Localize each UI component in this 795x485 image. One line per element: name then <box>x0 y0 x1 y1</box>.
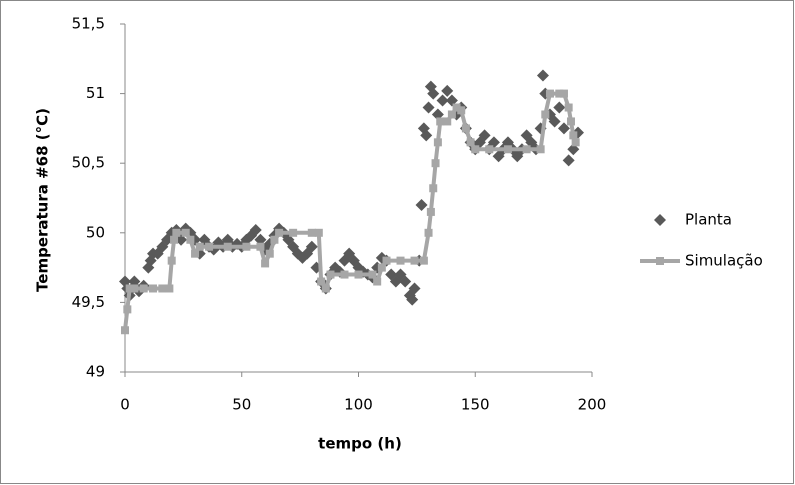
square-marker <box>205 242 214 251</box>
square-marker <box>410 256 419 265</box>
x-tick-label: 0 <box>120 396 130 414</box>
square-marker <box>426 207 435 216</box>
square-marker <box>461 124 470 133</box>
y-tick-label: 50 <box>86 223 105 241</box>
square-marker <box>314 228 323 237</box>
legend-label: Planta <box>685 211 732 229</box>
square-marker <box>340 270 349 279</box>
square-marker <box>571 138 580 147</box>
diamond-marker <box>553 101 566 114</box>
square-marker <box>307 228 316 237</box>
square-marker <box>429 184 438 193</box>
square-marker <box>256 242 265 251</box>
square-marker <box>522 145 531 154</box>
diamond-marker <box>436 94 449 107</box>
square-marker <box>419 256 428 265</box>
square-marker <box>431 159 440 168</box>
square-marker <box>382 256 391 265</box>
square-marker <box>186 235 195 244</box>
square-marker <box>167 256 176 265</box>
square-marker <box>396 256 405 265</box>
x-tick-label: 100 <box>344 396 373 414</box>
square-marker <box>326 270 335 279</box>
square-marker <box>564 103 573 112</box>
legend-label: Simulação <box>685 252 763 270</box>
diamond-marker <box>422 101 435 114</box>
square-marker <box>321 284 330 293</box>
diamond-marker <box>305 240 318 253</box>
square-marker <box>452 103 461 112</box>
square-marker <box>569 131 578 140</box>
square-marker <box>191 249 200 258</box>
square-marker <box>447 110 456 119</box>
diamond-marker <box>249 224 262 237</box>
square-marker <box>130 284 139 293</box>
legend-marker <box>654 214 666 226</box>
square-marker <box>242 242 251 251</box>
x-tick-label: 200 <box>578 396 607 414</box>
square-marker <box>466 138 475 147</box>
diamond-marker <box>441 84 454 97</box>
square-marker <box>195 242 204 251</box>
diamond-marker <box>415 198 428 211</box>
square-marker <box>559 89 568 98</box>
diamond-marker <box>478 129 491 142</box>
square-marker <box>555 89 564 98</box>
diamond-marker <box>562 154 575 167</box>
square-marker <box>265 249 274 258</box>
diamond-marker <box>408 282 421 295</box>
square-marker <box>471 145 480 154</box>
diamond-marker <box>548 115 561 128</box>
square-marker <box>457 106 466 115</box>
x-axis-title: tempo (h) <box>318 435 402 453</box>
diamond-marker <box>406 293 419 306</box>
square-marker <box>181 228 190 237</box>
square-marker <box>566 117 575 126</box>
square-marker <box>165 284 174 293</box>
square-marker <box>377 263 386 272</box>
diamond-marker <box>557 122 570 135</box>
square-marker <box>545 89 554 98</box>
diamond-marker <box>420 129 433 142</box>
x-tick-label: 50 <box>232 396 251 414</box>
square-marker <box>261 259 270 268</box>
square-marker <box>149 284 158 293</box>
square-marker <box>289 228 298 237</box>
diamond-marker <box>536 69 549 82</box>
y-tick-label: 49,5 <box>72 293 105 311</box>
square-marker <box>503 145 512 154</box>
square-marker <box>424 228 433 237</box>
square-marker <box>158 284 167 293</box>
square-marker <box>485 145 494 154</box>
square-marker <box>536 145 545 154</box>
y-tick-label: 51,5 <box>72 15 105 33</box>
square-marker <box>121 326 129 335</box>
y-tick-label: 49 <box>86 363 105 381</box>
square-marker <box>373 277 382 286</box>
square-marker <box>433 138 442 147</box>
square-marker <box>125 284 134 293</box>
diamond-marker <box>399 275 412 288</box>
square-marker <box>541 110 550 119</box>
x-tick-label: 150 <box>461 396 490 414</box>
square-marker <box>368 270 377 279</box>
square-marker <box>436 117 445 126</box>
square-marker <box>317 277 326 286</box>
square-marker <box>354 270 363 279</box>
square-marker <box>275 228 284 237</box>
y-tick-label: 51 <box>86 84 105 102</box>
legend-marker <box>656 257 664 265</box>
square-marker <box>139 284 148 293</box>
square-marker <box>443 117 452 126</box>
square-marker <box>223 242 232 251</box>
diamond-marker <box>427 87 440 100</box>
y-tick-label: 50,5 <box>72 154 105 172</box>
square-marker <box>270 235 279 244</box>
y-axis-title: Temperatura #68 (°C) <box>34 108 52 292</box>
square-marker <box>123 305 132 314</box>
square-marker <box>170 235 179 244</box>
square-marker <box>172 228 181 237</box>
